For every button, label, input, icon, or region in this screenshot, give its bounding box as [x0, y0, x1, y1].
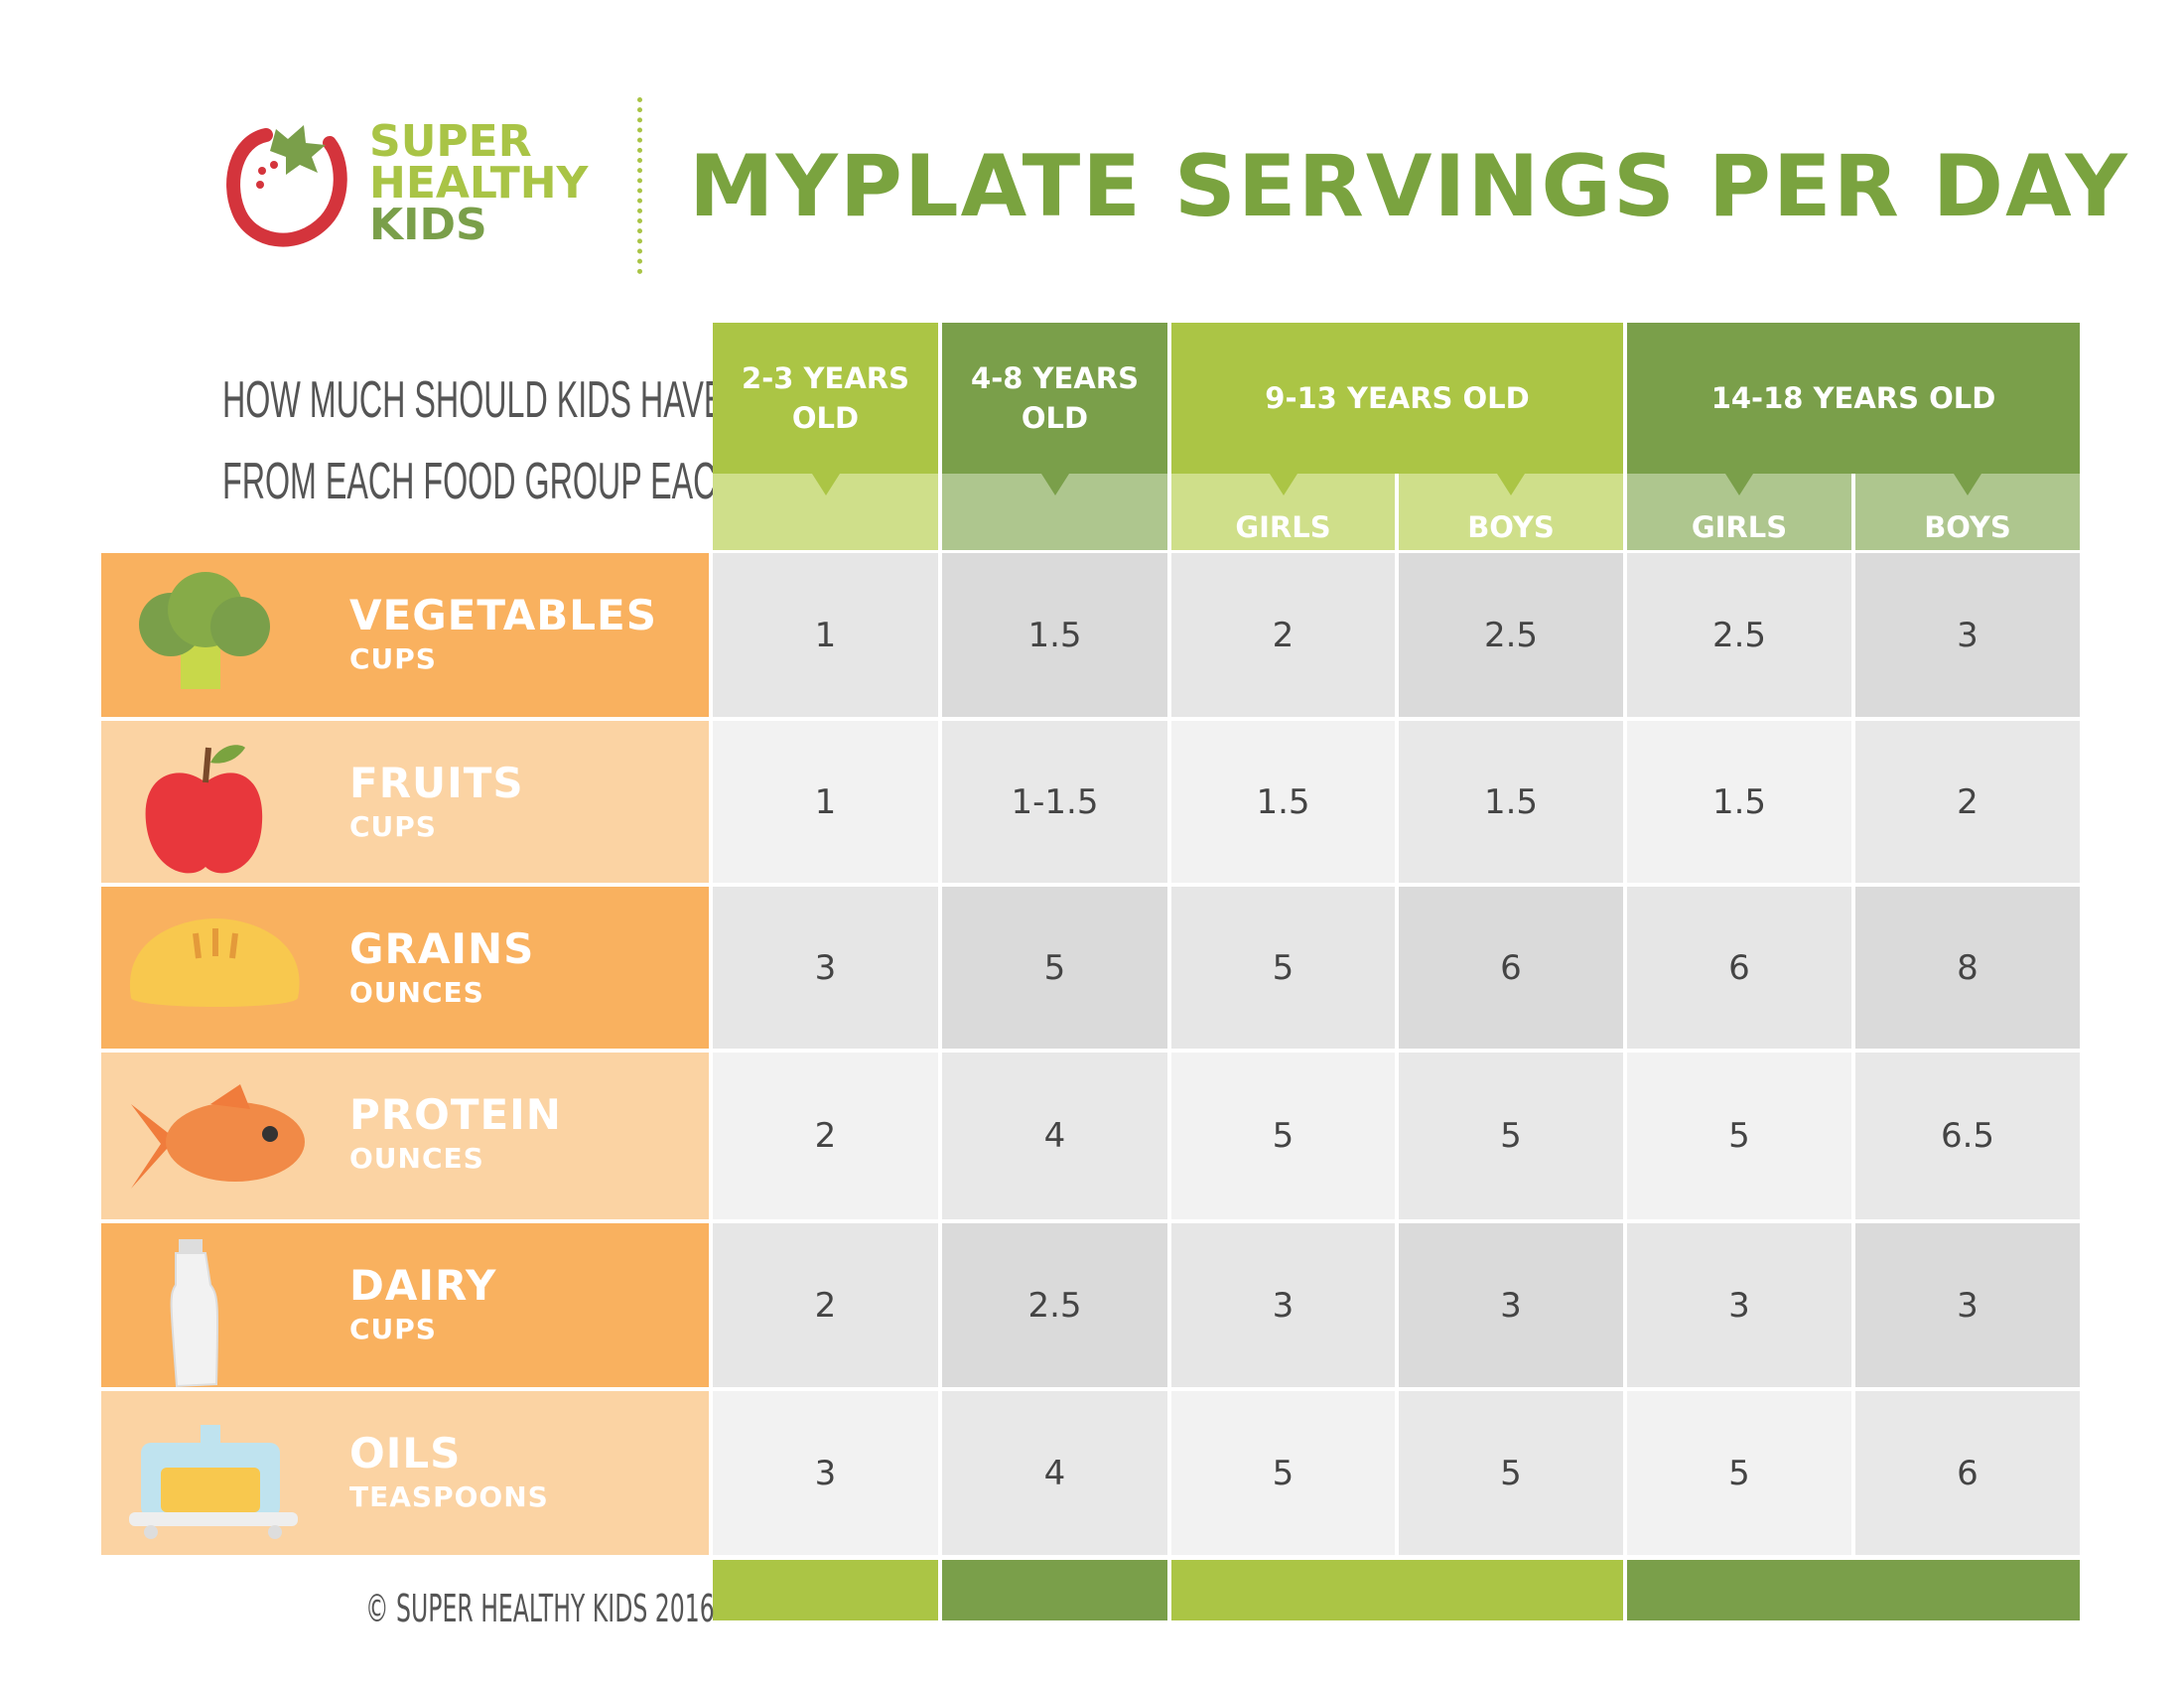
serving-value-cell: 3	[1399, 1223, 1623, 1387]
food-group-unit: OUNCES	[349, 976, 484, 1009]
serving-value-cell: 2	[1171, 553, 1395, 717]
copyright: © SUPER HEALTHY KIDS 2016	[365, 1587, 715, 1630]
food-group-name: OILS	[349, 1429, 462, 1477]
sub-header: GIRLS	[1627, 474, 1851, 550]
serving-value-cell: 1.5	[1171, 721, 1395, 883]
footer-bar	[1171, 1560, 1623, 1620]
food-group-name: DAIRY	[349, 1261, 497, 1310]
serving-value-cell: 3	[1855, 1223, 2080, 1387]
age-group-header: 2-3 YEARS OLD	[713, 323, 938, 474]
logo-text: SUPER HEALTHY KIDS	[369, 116, 589, 250]
serving-value-cell: 5	[1627, 1391, 1851, 1555]
food-group-name: VEGETABLES	[349, 591, 657, 639]
serving-value-cell: 4	[942, 1053, 1167, 1219]
serving-value-cell: 2	[1855, 721, 2080, 883]
food-group-unit: CUPS	[349, 642, 437, 675]
logo-line-healthy: HEALTHY	[369, 158, 589, 209]
food-group-unit: CUPS	[349, 1313, 437, 1345]
serving-value-cell: 2.5	[942, 1223, 1167, 1387]
serving-value-cell: 5	[1171, 1053, 1395, 1219]
food-group-dairy: DAIRY CUPS	[101, 1223, 709, 1388]
serving-value-cell: 5	[1171, 1391, 1395, 1555]
age-group-header: 14-18 YEARS OLD	[1627, 323, 2080, 474]
serving-value-cell: 3	[1855, 553, 2080, 717]
serving-value-cell: 3	[713, 887, 938, 1049]
serving-value-cell: 1.5	[1627, 721, 1851, 883]
serving-value-cell: 1-1.5	[942, 721, 1167, 883]
serving-value-cell: 8	[1855, 887, 2080, 1049]
pointer-triangle	[1954, 474, 1981, 495]
food-group-name: FRUITS	[349, 759, 524, 807]
food-group-vegetables: VEGETABLES CUPS	[101, 553, 709, 717]
question-line-1: HOW MUCH SHOULD KIDS HAVE	[222, 371, 726, 429]
food-group-name: GRAINS	[349, 924, 535, 973]
logo-line-kids: KIDS	[369, 200, 487, 250]
serving-value-cell: 5	[1627, 1053, 1851, 1219]
serving-value-cell: 3	[1171, 1223, 1395, 1387]
serving-value-cell: 6.5	[1855, 1053, 2080, 1219]
serving-value-cell: 3	[713, 1391, 938, 1555]
food-group-protein: PROTEIN OUNCES	[101, 1053, 709, 1219]
strawberry-logo-icon	[226, 125, 347, 247]
serving-value-cell: 5	[1399, 1391, 1623, 1555]
pointer-triangle	[1497, 474, 1525, 495]
age-group-header: 9-13 YEARS OLD	[1171, 323, 1623, 474]
food-group-unit: OUNCES	[349, 1142, 484, 1175]
serving-value-cell: 6	[1627, 887, 1851, 1049]
food-group-fruits: FRUITS CUPS	[101, 721, 709, 883]
question-text: HOW MUCH SHOULD KIDS HAVE FROM EACH FOOD…	[222, 359, 830, 522]
serving-value-cell: 5	[1399, 1053, 1623, 1219]
serving-value-cell: 5	[1171, 887, 1395, 1049]
food-group-grains: GRAINS OUNCES	[101, 887, 709, 1049]
question-line-2: FROM EACH FOOD GROUP EACH DAY?	[222, 453, 830, 510]
age-group-header: 4-8 YEARS OLD	[942, 323, 1167, 474]
serving-value-cell: 3	[1627, 1223, 1851, 1387]
food-group-oils: OILS TEASPOONS	[101, 1391, 709, 1555]
footer-bar	[942, 1560, 1167, 1620]
footer-bar	[1627, 1560, 2080, 1620]
page-title: MYPLATE SERVINGS PER DAY	[689, 137, 2129, 236]
serving-value-cell: 6	[1399, 887, 1623, 1049]
logo-line-super: SUPER	[369, 116, 532, 167]
serving-value-cell: 6	[1855, 1391, 2080, 1555]
serving-value-cell: 2	[713, 1223, 938, 1387]
food-group-unit: TEASPOONS	[349, 1480, 549, 1513]
serving-value-cell: 2.5	[1399, 553, 1623, 717]
dotted-divider	[637, 97, 642, 274]
footer-bar	[713, 1560, 938, 1620]
pointer-triangle	[1725, 474, 1753, 495]
food-group-unit: CUPS	[349, 810, 437, 843]
serving-value-cell: 2.5	[1627, 553, 1851, 717]
serving-value-cell: 1	[713, 721, 938, 883]
serving-value-cell: 2	[713, 1053, 938, 1219]
food-group-name: PROTEIN	[349, 1090, 562, 1139]
serving-value-cell: 4	[942, 1391, 1167, 1555]
serving-value-cell: 1	[713, 553, 938, 717]
serving-value-cell: 1.5	[942, 553, 1167, 717]
pointer-triangle	[1040, 474, 1069, 495]
pointer-triangle	[811, 474, 840, 495]
pointer-triangle	[1269, 474, 1297, 495]
serving-value-cell: 1.5	[1399, 721, 1623, 883]
serving-value-cell: 5	[942, 887, 1167, 1049]
